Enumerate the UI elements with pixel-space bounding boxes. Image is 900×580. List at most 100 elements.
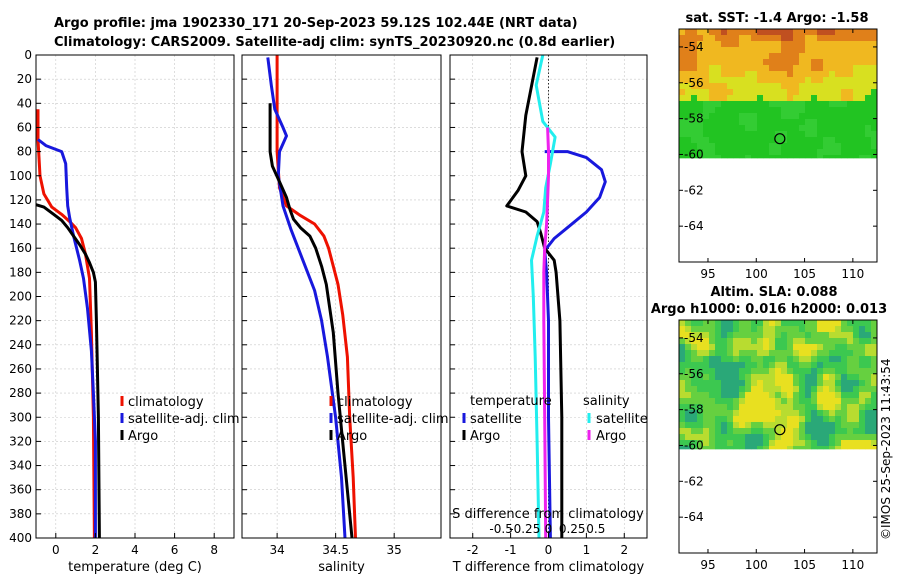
- heatmap-cell: [811, 332, 818, 339]
- heatmap-cell: [859, 398, 866, 405]
- heatmap-cell: [691, 53, 698, 60]
- heatmap-cell: [781, 53, 788, 60]
- y-tick-label: -60: [684, 438, 704, 452]
- heatmap-cell: [841, 107, 848, 114]
- heatmap-cell: [823, 35, 830, 42]
- heatmap-cell: [691, 356, 698, 363]
- heatmap-cell: [721, 338, 728, 345]
- heatmap-cell: [679, 137, 686, 144]
- heatmap-cell: [787, 101, 794, 108]
- heatmap-cell: [727, 65, 734, 72]
- heatmap-cell: [781, 107, 788, 114]
- heatmap-cell: [769, 137, 776, 144]
- x-tick-label: 34: [269, 543, 284, 557]
- heatmap-cell: [841, 53, 848, 60]
- heatmap-cell: [715, 338, 722, 345]
- heatmap-cell: [775, 101, 782, 108]
- heatmap-cell: [733, 77, 740, 84]
- heatmap-cell: [859, 446, 866, 450]
- heatmap-cell: [817, 65, 824, 72]
- heatmap-cell: [739, 320, 746, 327]
- heatmap-cell: [793, 380, 800, 387]
- heatmap-cell: [781, 404, 788, 411]
- heatmap-cell: [763, 149, 770, 156]
- heatmap-cell: [739, 137, 746, 144]
- heatmap-cell: [715, 350, 722, 357]
- heatmap-cell: [709, 344, 716, 351]
- heatmap-cell: [871, 107, 878, 114]
- heatmap-cell: [751, 137, 758, 144]
- heatmap-cell: [859, 107, 866, 114]
- heatmap-cell: [847, 380, 854, 387]
- heatmap-cell: [733, 386, 740, 393]
- heatmap-cell: [691, 95, 698, 102]
- heatmap-cell: [727, 410, 734, 417]
- heatmap-cell: [817, 149, 824, 156]
- heatmap-cell: [811, 416, 818, 423]
- heatmap-cell: [691, 344, 698, 351]
- heatmap-cell: [823, 356, 830, 363]
- heatmap-cell: [805, 125, 812, 132]
- heatmap-cell: [685, 344, 692, 351]
- heatmap-cell: [829, 428, 836, 435]
- heatmap-cell: [829, 89, 836, 96]
- heatmap-cell: [763, 356, 770, 363]
- heatmap-cell: [787, 155, 794, 159]
- heatmap-cell: [715, 113, 722, 120]
- heatmap-cell: [787, 29, 794, 36]
- heatmap-cell: [697, 368, 704, 375]
- heatmap-cell: [865, 131, 872, 138]
- heatmap-cell: [781, 386, 788, 393]
- heatmap-cell: [763, 368, 770, 375]
- heatmap-cell: [757, 404, 764, 411]
- heatmap-cell: [715, 410, 722, 417]
- heatmap-cell: [823, 41, 830, 48]
- imos-timestamp: ©IMOS 25-Sep-2023 11:43:54: [879, 358, 893, 540]
- heatmap-cell: [865, 440, 872, 447]
- heatmap-cell: [829, 404, 836, 411]
- heatmap-cell: [835, 338, 842, 345]
- heatmap-cell: [733, 155, 740, 159]
- heatmap-cell: [721, 155, 728, 159]
- series-line-argo: [268, 103, 354, 539]
- heatmap-cell: [763, 47, 770, 54]
- heatmap-cell: [787, 392, 794, 399]
- heatmap-cell: [775, 392, 782, 399]
- heatmap-cell: [733, 404, 740, 411]
- heatmap-cell: [859, 350, 866, 357]
- heatmap-cell: [781, 125, 788, 132]
- heatmap-cell: [835, 35, 842, 42]
- heatmap-cell: [841, 29, 848, 36]
- heatmap-cell: [685, 53, 692, 60]
- salinity-panel: 34 34.5 35salinityclimatologysatellite-adj…: [241, 54, 449, 575]
- heatmap-cell: [685, 422, 692, 429]
- heatmap-cell: [775, 446, 782, 450]
- heatmap-cell: [751, 326, 758, 333]
- heatmap-cell: [727, 89, 734, 96]
- heatmap-cell: [865, 326, 872, 333]
- heatmap-cell: [751, 344, 758, 351]
- heatmap-cell: [799, 326, 806, 333]
- y-tick-label: -56: [684, 76, 704, 90]
- heatmap-cell: [841, 356, 848, 363]
- heatmap-cell: [739, 155, 746, 159]
- heatmap-cell: [703, 89, 710, 96]
- heatmap-cell: [721, 149, 728, 156]
- heatmap-cell: [751, 41, 758, 48]
- heatmap-cell: [685, 374, 692, 381]
- heatmap-cell: [835, 53, 842, 60]
- heatmap-cell: [829, 338, 836, 345]
- heatmap-cell: [811, 446, 818, 450]
- heatmap-cell: [715, 83, 722, 90]
- heatmap-cell: [865, 113, 872, 120]
- heatmap-cell: [751, 332, 758, 339]
- heatmap-cell: [757, 149, 764, 156]
- heatmap-cell: [811, 53, 818, 60]
- heatmap-cell: [697, 119, 704, 126]
- heatmap-cell: [697, 89, 704, 96]
- heatmap-cell: [679, 107, 686, 114]
- heatmap-cell: [865, 47, 872, 54]
- heatmap-cell: [751, 83, 758, 90]
- heatmap-cell: [709, 332, 716, 339]
- heatmap-cell: [685, 29, 692, 36]
